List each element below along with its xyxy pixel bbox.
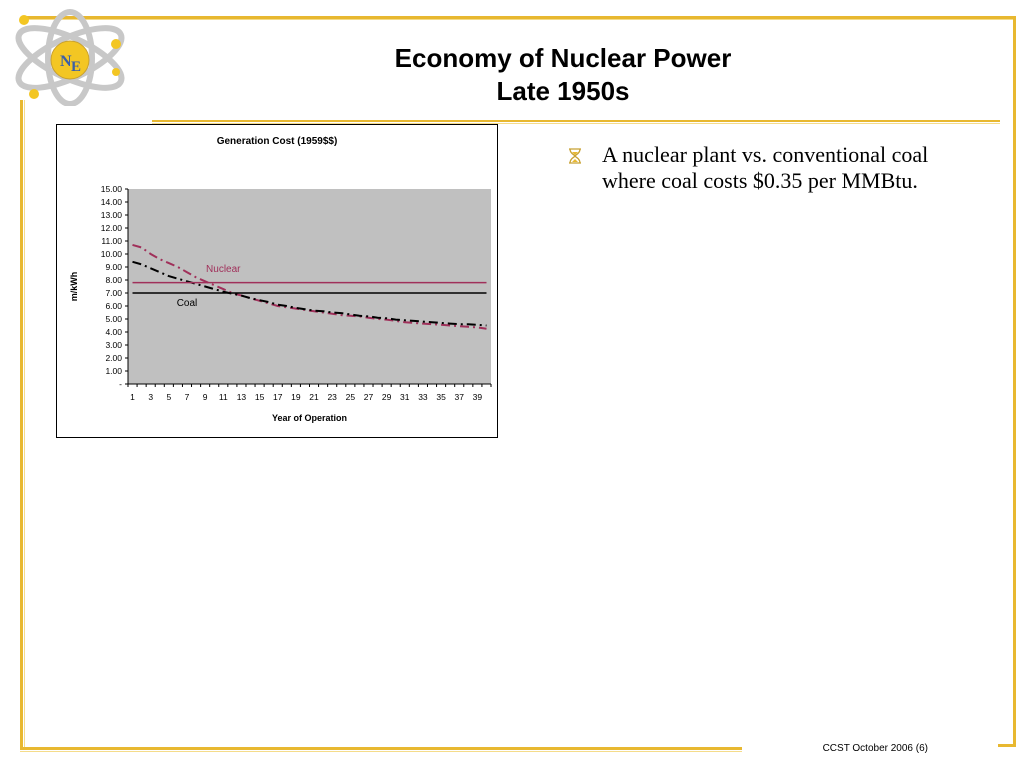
y-tick-label: 5.00 (105, 314, 122, 324)
y-tick-label: 3.00 (105, 340, 122, 350)
frame-left-rule (20, 100, 23, 750)
x-tick-label: 13 (237, 392, 247, 402)
x-tick-label: 1 (130, 392, 135, 402)
y-axis-label: m/kWh (69, 272, 79, 302)
x-tick-label: 11 (219, 392, 228, 402)
y-tick-label: 15.00 (101, 184, 123, 194)
title-line-1: Economy of Nuclear Power (394, 43, 732, 73)
y-tick-label: 9.00 (105, 262, 122, 272)
y-tick-label: 13.00 (101, 210, 123, 220)
title-underline-shadow (152, 123, 1000, 124)
x-tick-label: 7 (185, 392, 190, 402)
x-tick-label: 23 (327, 392, 337, 402)
x-axis-label: Year of Operation (272, 413, 347, 423)
title-underline (152, 120, 1000, 122)
x-tick-label: 31 (400, 392, 410, 402)
hourglass-bullet-icon (569, 148, 581, 164)
plot-area (128, 189, 491, 384)
bullet-text: A nuclear plant vs. conventional coal wh… (602, 142, 929, 193)
generation-cost-chart: Generation Cost (1959$$) - 1.00 2.00 3.00 4.… (69, 136, 492, 423)
slide-footer: CCST October 2006 (6) (822, 743, 928, 754)
x-tick-label: 27 (364, 392, 374, 402)
annotation-coal: Coal (177, 298, 198, 309)
frame-bottom-right-rule (998, 744, 1016, 747)
title-line-2: Late 1950s (496, 76, 630, 106)
logo-letter-e: E (71, 59, 81, 75)
x-tick-label: 29 (382, 392, 392, 402)
y-tick-label: 11.00 (101, 236, 122, 246)
frame-bottom-rule (20, 747, 742, 750)
y-tick-label: 4.00 (105, 327, 122, 337)
x-tick-label: 35 (436, 392, 446, 402)
frame-top-rule-shadow (22, 19, 1016, 20)
chart-container: Generation Cost (1959$$) - 1.00 2.00 3.00 4.… (56, 124, 498, 438)
y-tick-label: 2.00 (105, 353, 122, 363)
bullet-list: A nuclear plant vs. conventional coal wh… (562, 142, 932, 194)
frame-right-rule (1013, 16, 1016, 746)
x-tick-label: 21 (309, 392, 319, 402)
y-tick-label: - (119, 379, 122, 389)
frame-left-rule-shadow (24, 100, 25, 750)
logo-letter-n: N (60, 53, 72, 70)
frame-bottom-rule-shadow (20, 751, 742, 752)
frame-top-rule (22, 16, 1016, 19)
y-tick-label: 12.00 (101, 223, 123, 233)
x-tick-label: 15 (255, 392, 265, 402)
y-tick-label: 8.00 (105, 275, 122, 285)
x-tick-label: 19 (291, 392, 301, 402)
y-tick-label: 10.00 (101, 249, 123, 259)
x-tick-label: 17 (273, 392, 283, 402)
atom-logo: N E (15, 9, 125, 106)
y-tick-label: 6.00 (105, 301, 122, 311)
x-tick-label: 5 (166, 392, 171, 402)
y-tick-label: 1.00 (105, 366, 122, 376)
x-tick-label: 9 (203, 392, 208, 402)
chart-title: Generation Cost (1959$$) (217, 136, 338, 147)
x-tick-label: 37 (455, 392, 465, 402)
y-tick-label: 7.00 (105, 288, 122, 298)
y-tick-label: 14.00 (101, 197, 123, 207)
x-tick-label: 39 (473, 392, 483, 402)
page-title: Economy of Nuclear Power Late 1950s (300, 42, 826, 108)
annotation-nuclear: Nuclear (206, 264, 241, 275)
x-tick-label: 25 (346, 392, 356, 402)
bullet-item: A nuclear plant vs. conventional coal wh… (562, 142, 932, 194)
x-tick-label: 33 (418, 392, 428, 402)
x-tick-label: 3 (148, 392, 153, 402)
